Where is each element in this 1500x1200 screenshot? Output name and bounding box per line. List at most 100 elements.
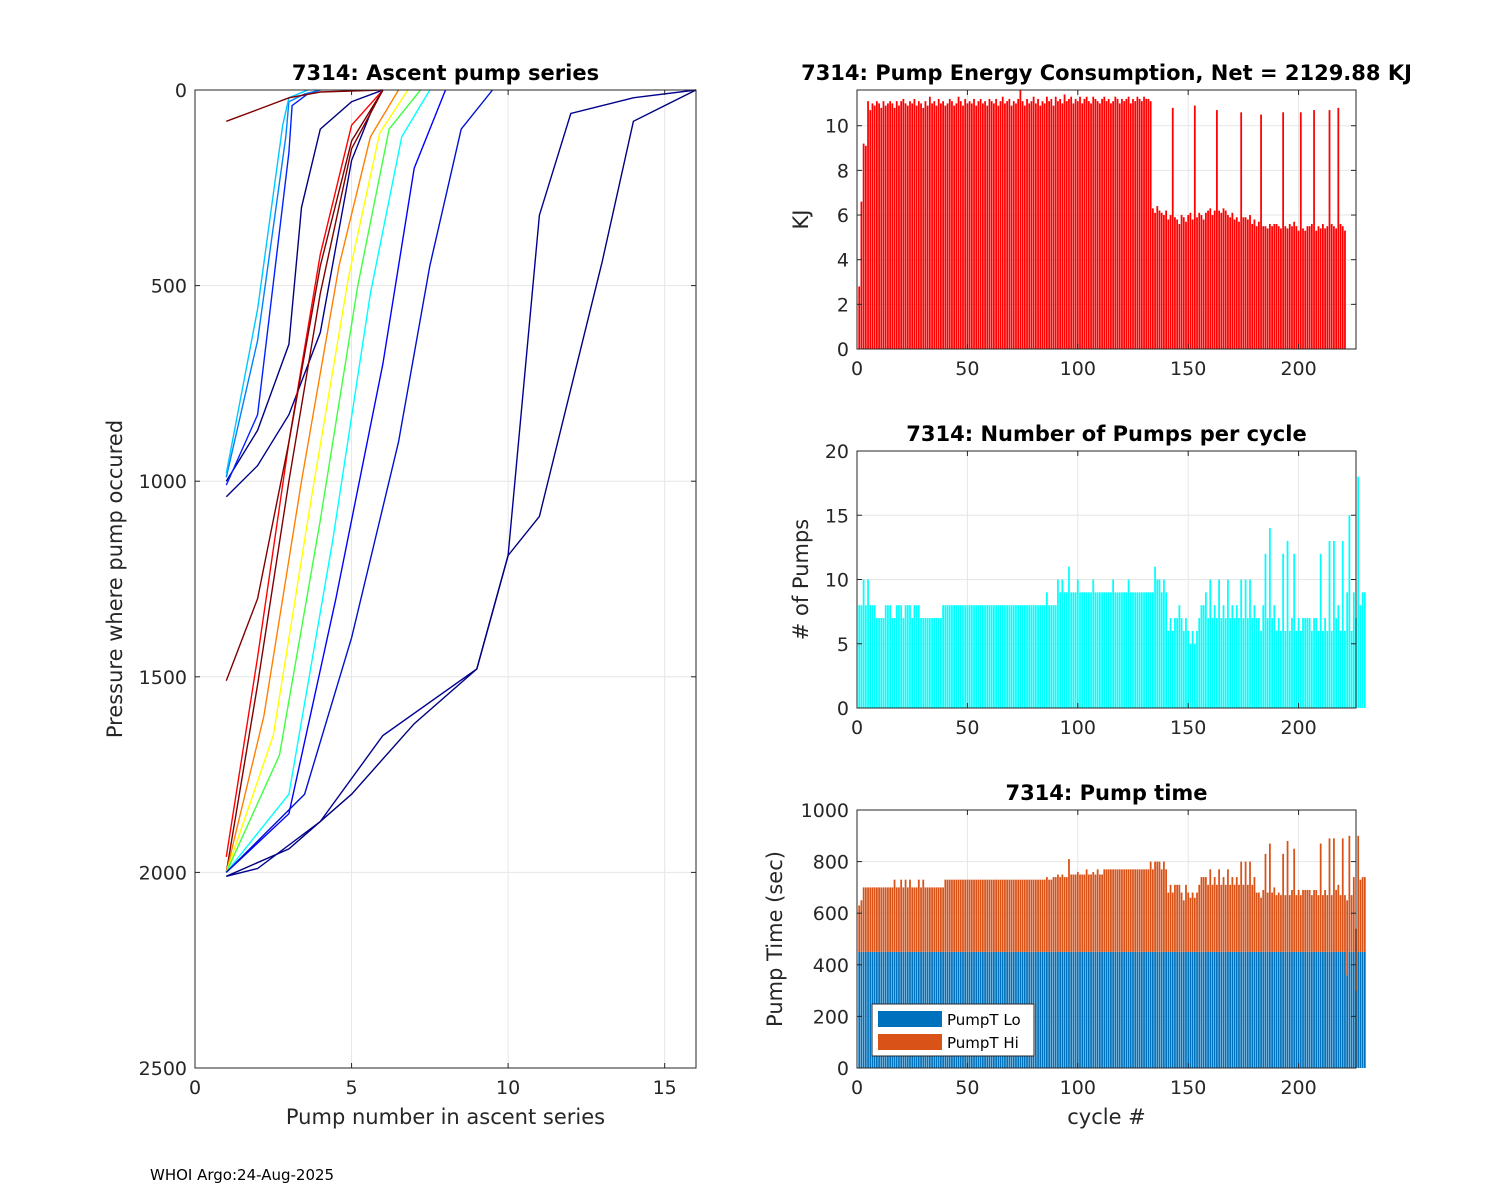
bar xyxy=(1043,103,1046,350)
pumptime-xlabel: cycle # xyxy=(1067,1105,1146,1129)
bar xyxy=(1196,217,1198,349)
bar xyxy=(1207,210,1209,349)
bar-pumpt-lo xyxy=(1116,951,1119,1068)
bar-pumpt-hi xyxy=(1072,874,1075,952)
bar-pumpt-lo xyxy=(1079,951,1081,1068)
bar-pumpt-hi xyxy=(1061,874,1064,952)
bar xyxy=(1231,212,1234,349)
bar xyxy=(1359,605,1362,708)
bar-pumpt-lo xyxy=(1187,951,1190,1068)
bar xyxy=(1151,592,1154,708)
bar xyxy=(1337,107,1340,349)
bar-pumpt-hi xyxy=(1222,877,1225,952)
bar xyxy=(1174,217,1176,349)
bar-pumpt-hi xyxy=(946,879,949,952)
bar-pumpt-lo xyxy=(1171,951,1174,1068)
bar xyxy=(931,103,933,350)
bar xyxy=(1171,107,1174,349)
bar xyxy=(871,605,874,708)
bar xyxy=(1041,101,1044,349)
bar xyxy=(1328,540,1331,708)
bar xyxy=(1052,605,1055,708)
y-tick-label: 2000 xyxy=(139,862,187,884)
bar xyxy=(1229,618,1232,708)
bar-pumpt-lo xyxy=(1123,951,1126,1068)
bar-pumpt-lo xyxy=(1087,951,1090,1068)
bar xyxy=(1200,215,1203,349)
bar-pumpt-hi xyxy=(1257,892,1260,952)
bar-pumpt-hi xyxy=(1028,879,1031,952)
bar-pumpt-hi xyxy=(1249,861,1251,952)
bar xyxy=(1165,592,1167,708)
bar-pumpt-hi xyxy=(1337,884,1340,952)
bar-pumpt-hi xyxy=(962,879,964,952)
bar xyxy=(1264,553,1267,708)
bar xyxy=(1023,605,1026,708)
bar xyxy=(1081,592,1084,708)
ascent-series-line xyxy=(226,89,383,122)
energy-ylabel: KJ xyxy=(789,210,813,230)
bar-pumpt-hi xyxy=(1204,877,1207,952)
bar-pumpt-hi xyxy=(1341,838,1344,952)
bar-pumpt-lo xyxy=(1335,951,1338,1068)
bar-pumpt-hi xyxy=(1156,861,1159,952)
bar-pumpt-lo xyxy=(1346,975,1349,1068)
bar xyxy=(1121,592,1123,708)
bar-pumpt-hi xyxy=(951,879,953,952)
bar xyxy=(1154,566,1156,708)
ascent-axes-box xyxy=(194,89,697,1069)
bar-pumpt-lo xyxy=(1140,951,1143,1068)
bar xyxy=(1227,579,1229,708)
bar-pumpt-hi xyxy=(1054,877,1057,952)
bar-pumpt-lo xyxy=(1041,951,1044,1068)
bar xyxy=(1249,215,1251,349)
bar-pumpt-hi xyxy=(911,887,914,952)
bar xyxy=(999,101,1002,349)
bar-pumpt-hi xyxy=(1240,861,1243,952)
bar-pumpt-lo xyxy=(1125,951,1128,1068)
bar-pumpt-lo xyxy=(1328,951,1331,1068)
bar xyxy=(1240,579,1243,708)
bar xyxy=(913,98,916,350)
bar-pumpt-hi xyxy=(1023,879,1026,952)
bar xyxy=(1280,228,1282,349)
bar xyxy=(1222,208,1225,349)
bar xyxy=(970,605,973,708)
bar xyxy=(922,107,925,349)
bar-pumpt-lo xyxy=(1202,951,1205,1068)
bar xyxy=(1187,215,1190,349)
bar xyxy=(1154,212,1156,349)
pumptime-ticks: 0 50 100 150 200 0 200 400 600 800 1000 xyxy=(801,800,1356,1099)
bar xyxy=(1118,103,1121,350)
bar xyxy=(1079,96,1081,349)
bar-pumpt-lo xyxy=(1101,951,1103,1068)
bar-pumpt-hi xyxy=(1260,897,1262,952)
bar-pumpt-hi xyxy=(913,887,916,952)
bar-pumpt-hi xyxy=(1138,869,1141,952)
bar xyxy=(1112,101,1115,349)
bar xyxy=(1277,226,1280,349)
bar xyxy=(891,618,894,708)
y-tick-label: 15 xyxy=(825,505,849,527)
bar-pumpt-lo xyxy=(1326,951,1329,1068)
bar xyxy=(1167,219,1170,349)
bar-pumpt-hi xyxy=(1110,869,1112,952)
bar xyxy=(1211,215,1214,349)
ascent-series-line xyxy=(226,89,697,877)
bar xyxy=(1324,618,1326,708)
bar-pumpt-hi xyxy=(895,887,898,952)
bar xyxy=(951,101,953,349)
ascent-lines xyxy=(225,89,697,877)
bar xyxy=(1026,98,1028,350)
bar xyxy=(1160,212,1163,349)
bar xyxy=(990,101,993,349)
bar xyxy=(1242,217,1245,349)
bar xyxy=(1284,226,1287,349)
bar-pumpt-lo xyxy=(1163,951,1165,1068)
bar-pumpt-hi xyxy=(955,879,958,952)
bar xyxy=(953,105,956,349)
bar xyxy=(1297,618,1300,708)
bar xyxy=(920,103,922,350)
bar-pumpt-hi xyxy=(1269,843,1271,952)
